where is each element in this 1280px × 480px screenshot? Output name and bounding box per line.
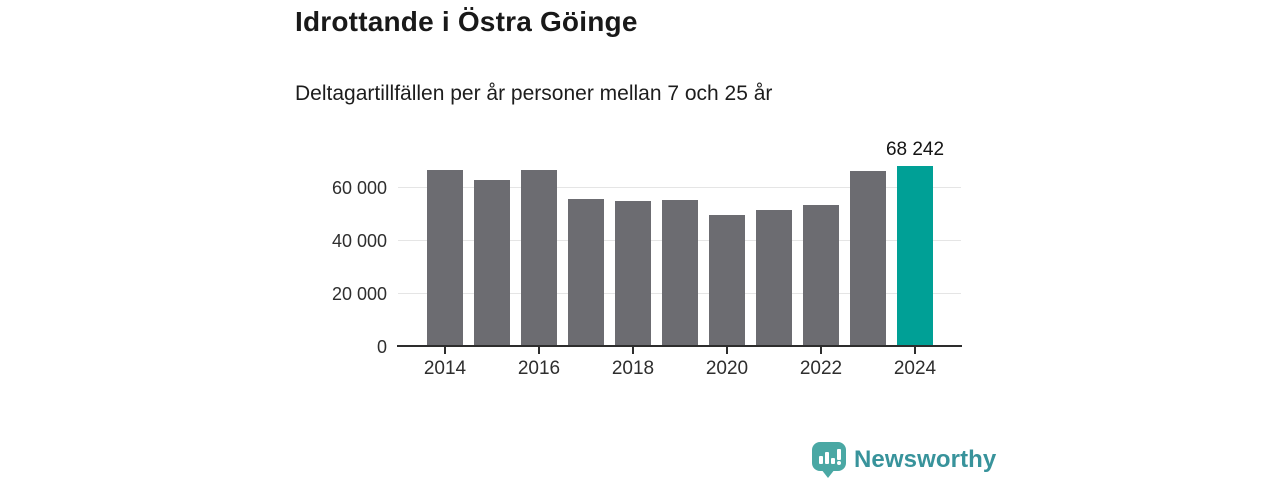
x-tick-2018 [632,347,634,354]
chart-title: Idrottande i Östra Göinge [295,6,638,37]
bar-2020 [709,215,745,347]
x-tick-2014 [444,347,446,354]
logo-exclamation-dot [837,461,841,465]
x-tick-label-2020: 2020 [705,358,749,379]
logo-bubble-tail [821,469,835,478]
logo-mini-bar-2 [825,452,829,464]
logo-mini-bar-3 [831,458,835,464]
bar-2023 [850,170,886,347]
x-tick-2024 [914,347,916,354]
x-tick-2016 [538,347,540,354]
y-tick-label-0: 0 [376,337,387,357]
y-tick-label-60000: 60 000 [331,177,387,198]
bar-2016 [521,170,557,347]
y-tick-label-20000: 20 000 [331,283,387,304]
x-tick-label-2016: 2016 [517,358,561,379]
bar-2015 [474,179,510,347]
x-tick-label-2014: 2014 [423,358,467,379]
y-tick-label-40000: 40 000 [331,230,387,251]
bar-2014 [427,170,463,347]
newsworthy-bar-chart-bubble-icon [812,442,846,478]
gridline-60000 [398,187,961,189]
bar-2019 [662,199,698,347]
logo-mini-bar-1 [819,456,823,464]
bar-2017 [568,198,604,347]
x-tick-2022 [820,347,822,354]
x-tick-label-2018: 2018 [611,358,655,379]
logo-exclamation-line [837,449,841,460]
plot-area: 68 242 [398,139,961,347]
bar-2018 [615,201,651,347]
bar-2022 [803,205,839,347]
x-axis-line [397,345,962,347]
x-tick-label-2022: 2022 [799,358,843,379]
bar-2024 [897,165,933,347]
brand-name: Newsworthy [854,446,997,473]
bar-2021 [756,209,792,347]
x-tick-label-2024: 2024 [893,358,937,379]
x-tick-2020 [726,347,728,354]
newsworthy-logo: Newsworthy [812,442,996,478]
chart-subtitle: Deltagartillfällen per år personer mella… [295,82,773,105]
highlight-value-label: 68 242 [885,138,945,160]
